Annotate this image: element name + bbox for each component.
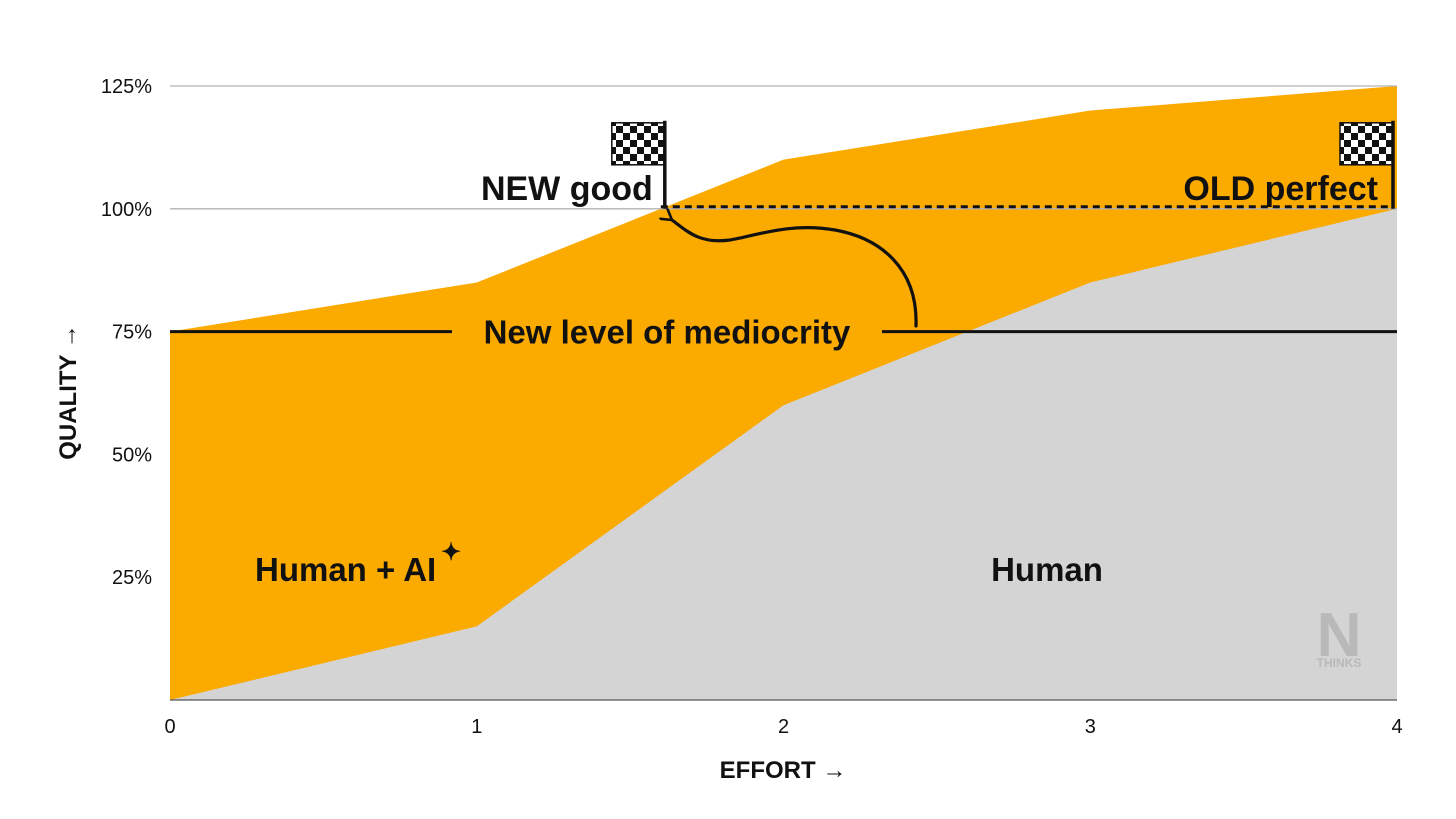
x-tick-label: 1	[471, 716, 482, 738]
sparkle-icon: ✦	[441, 539, 461, 566]
old-perfect-label: OLD perfect	[1183, 170, 1378, 208]
y-tick-label: 25%	[112, 567, 152, 589]
x-tick-label: 3	[1085, 716, 1096, 738]
x-tick-label: 4	[1391, 716, 1402, 738]
tick-labels: 25% 50% 75% 100% 125% 0 1 2 3 4	[101, 76, 1403, 738]
curved-arrow-icon	[672, 220, 918, 328]
logo-letter: N	[1317, 601, 1362, 670]
y-tick-label: 75%	[112, 322, 152, 344]
old-perfect-flag-icon	[1339, 120, 1395, 209]
new-good-flag-icon	[611, 120, 667, 209]
x-axis-label: EFFORT →	[720, 757, 847, 784]
grid-lines	[170, 85, 1397, 701]
y-tick-label: 125%	[101, 76, 152, 98]
x-tick-label: 0	[164, 716, 175, 738]
human-label: Human	[991, 551, 1103, 588]
x-tick-label: 2	[778, 716, 789, 738]
new-good-flag-icon-cloth	[611, 122, 666, 166]
old-perfect-flag-icon-cloth	[1339, 122, 1394, 166]
y-tick-label: 100%	[101, 199, 152, 221]
new-good-label: NEW good	[481, 170, 653, 208]
annotations: New level of mediocrity NEW good OLD perfe…	[170, 120, 1397, 670]
mediocrity-label: New level of mediocrity	[484, 314, 851, 351]
human-ai-label: Human + AI	[255, 551, 436, 588]
y-tick-label: 50%	[112, 444, 152, 466]
logo-word: THINKS	[1317, 656, 1362, 670]
y-axis-label: QUALITY →	[55, 324, 82, 460]
